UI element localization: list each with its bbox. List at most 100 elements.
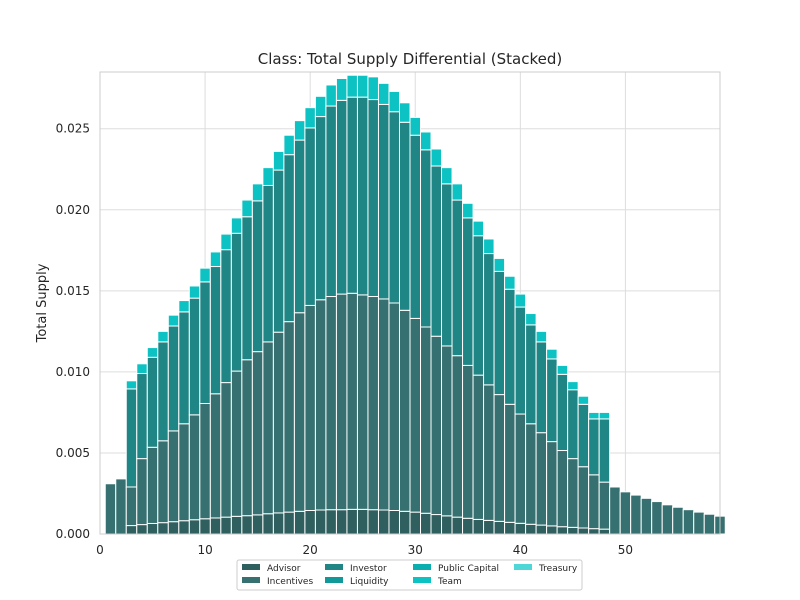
bar-investor bbox=[598, 418, 611, 483]
bar-advisor bbox=[125, 525, 138, 535]
bar-team bbox=[420, 131, 432, 151]
bar-advisor bbox=[136, 524, 148, 535]
bar-incentives bbox=[356, 294, 369, 510]
bar-investor bbox=[588, 418, 600, 476]
bar-investor bbox=[462, 217, 474, 366]
x-tick-label: 20 bbox=[303, 543, 318, 557]
bar-investor bbox=[451, 199, 464, 357]
bar-team bbox=[209, 251, 222, 268]
legend-label: Liquidity bbox=[350, 577, 389, 587]
bar-investor bbox=[167, 325, 180, 432]
bar-incentives bbox=[314, 299, 327, 511]
bar-advisor bbox=[314, 509, 327, 535]
bar-investor bbox=[577, 403, 590, 468]
bar-investor bbox=[314, 116, 327, 301]
bar-investor bbox=[220, 249, 232, 384]
bar-advisor bbox=[241, 515, 253, 535]
bar-advisor bbox=[377, 509, 390, 535]
bar-advisor bbox=[504, 521, 516, 535]
chart-title: Class: Total Supply Differential (Stacke… bbox=[258, 50, 562, 68]
legend-label: Incentives bbox=[267, 577, 313, 587]
bar-investor bbox=[398, 121, 411, 311]
legend-swatch bbox=[413, 577, 431, 583]
legend: Advisor Incentives Investor Liquidity Public… bbox=[236, 559, 583, 591]
bar-team bbox=[125, 380, 138, 390]
bar-advisor bbox=[230, 515, 243, 535]
bar-team bbox=[241, 199, 253, 218]
bar-incentives bbox=[388, 302, 400, 511]
bar-investor bbox=[346, 96, 358, 294]
bar-incentives bbox=[619, 491, 632, 535]
bar-advisor bbox=[577, 527, 590, 535]
bar-team bbox=[535, 330, 548, 343]
bar-investor bbox=[335, 99, 348, 295]
bar-investor bbox=[251, 200, 264, 353]
bar-advisor bbox=[535, 524, 548, 535]
bar-advisor bbox=[546, 525, 558, 535]
bar-investor bbox=[325, 105, 337, 298]
bar-incentives bbox=[115, 478, 127, 535]
bar-advisor bbox=[567, 526, 579, 535]
bar-investor bbox=[514, 306, 527, 415]
bar-investor bbox=[125, 388, 138, 488]
bar-incentives bbox=[483, 384, 495, 521]
bar-team bbox=[567, 381, 579, 391]
bar-incentives bbox=[136, 458, 148, 526]
legend-label: Investor bbox=[350, 564, 387, 574]
bar-team bbox=[272, 150, 285, 171]
bar-team bbox=[525, 313, 537, 326]
bar-incentives bbox=[420, 326, 432, 514]
x-tick-label: 50 bbox=[618, 543, 633, 557]
y-tick-label: 0.010 bbox=[56, 365, 90, 379]
bar-team bbox=[462, 202, 474, 219]
y-tick-label: 0.015 bbox=[56, 284, 90, 298]
bar-incentives bbox=[283, 321, 295, 513]
bar-incentives bbox=[577, 466, 590, 529]
legend-swatch bbox=[325, 577, 343, 583]
bar-investor bbox=[241, 216, 253, 361]
bar-advisor bbox=[272, 512, 285, 535]
bar-incentives bbox=[335, 293, 348, 511]
bar-incentives bbox=[199, 403, 211, 520]
bar-incentives bbox=[178, 423, 190, 522]
bar-investor bbox=[483, 253, 495, 386]
legend-swatch bbox=[242, 564, 260, 570]
bar-team bbox=[409, 116, 422, 136]
bar-advisor bbox=[188, 519, 201, 535]
bar-incentives bbox=[661, 504, 674, 535]
bar-investor bbox=[178, 311, 190, 425]
legend-swatch bbox=[514, 564, 532, 570]
bar-team bbox=[251, 183, 264, 202]
bar-incentives bbox=[251, 351, 264, 516]
bar-incentives bbox=[220, 382, 232, 518]
bar-team bbox=[451, 183, 464, 201]
bar-advisor bbox=[588, 528, 600, 535]
y-tick-labels: 0.000 0.005 0.010 0.015 0.020 0.025 bbox=[56, 122, 90, 541]
y-tick-label: 0.025 bbox=[56, 122, 90, 136]
bar-investor bbox=[136, 373, 148, 460]
bar-investor bbox=[535, 341, 548, 434]
x-tick-label: 0 bbox=[96, 543, 104, 557]
bar-team bbox=[367, 76, 379, 101]
bar-investor bbox=[304, 127, 316, 306]
bar-incentives bbox=[272, 331, 285, 514]
bar-investor bbox=[230, 232, 243, 372]
bar-incentives bbox=[377, 298, 390, 511]
legend-swatch bbox=[413, 564, 431, 570]
bar-team bbox=[262, 167, 274, 186]
legend-box bbox=[236, 559, 583, 591]
bar-incentives bbox=[525, 423, 537, 525]
bar-incentives bbox=[493, 394, 506, 522]
x-tick-label: 10 bbox=[197, 543, 212, 557]
bar-team bbox=[136, 363, 148, 375]
bar-investor bbox=[504, 288, 516, 405]
bar-advisor bbox=[325, 509, 337, 535]
bar-team bbox=[504, 275, 516, 290]
bar-advisor bbox=[293, 510, 306, 535]
bar-incentives bbox=[104, 483, 117, 535]
bar-team bbox=[146, 347, 159, 358]
bar-advisor bbox=[483, 519, 495, 535]
legend-swatch bbox=[325, 564, 343, 570]
bar-team bbox=[167, 314, 180, 327]
